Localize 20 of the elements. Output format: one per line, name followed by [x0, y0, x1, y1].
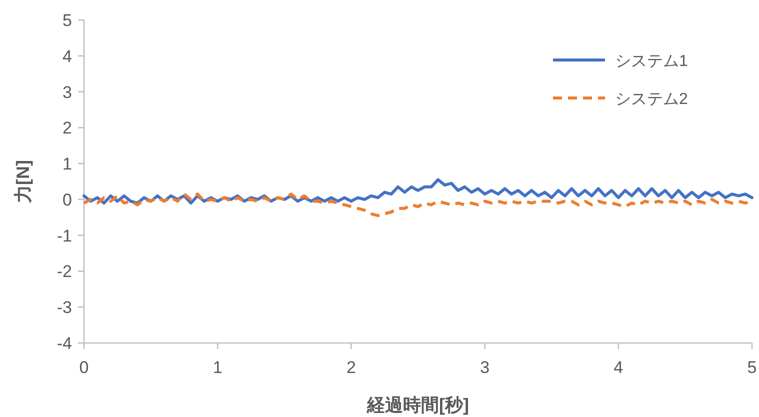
- x-tick-label: 3: [480, 358, 490, 377]
- x-tick-label: 2: [346, 358, 356, 377]
- x-tick-label: 5: [747, 358, 757, 377]
- x-tick-label: 1: [212, 358, 222, 377]
- legend-label: システム1: [615, 53, 688, 70]
- x-axis-title: 経過時間[秒]: [366, 395, 469, 415]
- y-tick-label: 3: [62, 82, 72, 102]
- legend-label: システム2: [615, 91, 688, 108]
- y-tick-label: 5: [62, 11, 72, 30]
- y-axis-title: 力[N]: [13, 160, 33, 204]
- y-tick-label: -1: [56, 226, 72, 246]
- y-tick-label: 4: [62, 46, 72, 66]
- y-tick-label: -4: [56, 334, 72, 353]
- y-tick-label: -2: [56, 262, 72, 282]
- y-tick-label: 2: [62, 118, 72, 138]
- y-tick-label: 1: [62, 154, 72, 174]
- x-tick-label: 0: [79, 358, 89, 377]
- y-tick-label: -3: [56, 298, 72, 318]
- x-tick-label: 4: [614, 358, 624, 377]
- y-tick-label: 0: [62, 190, 72, 210]
